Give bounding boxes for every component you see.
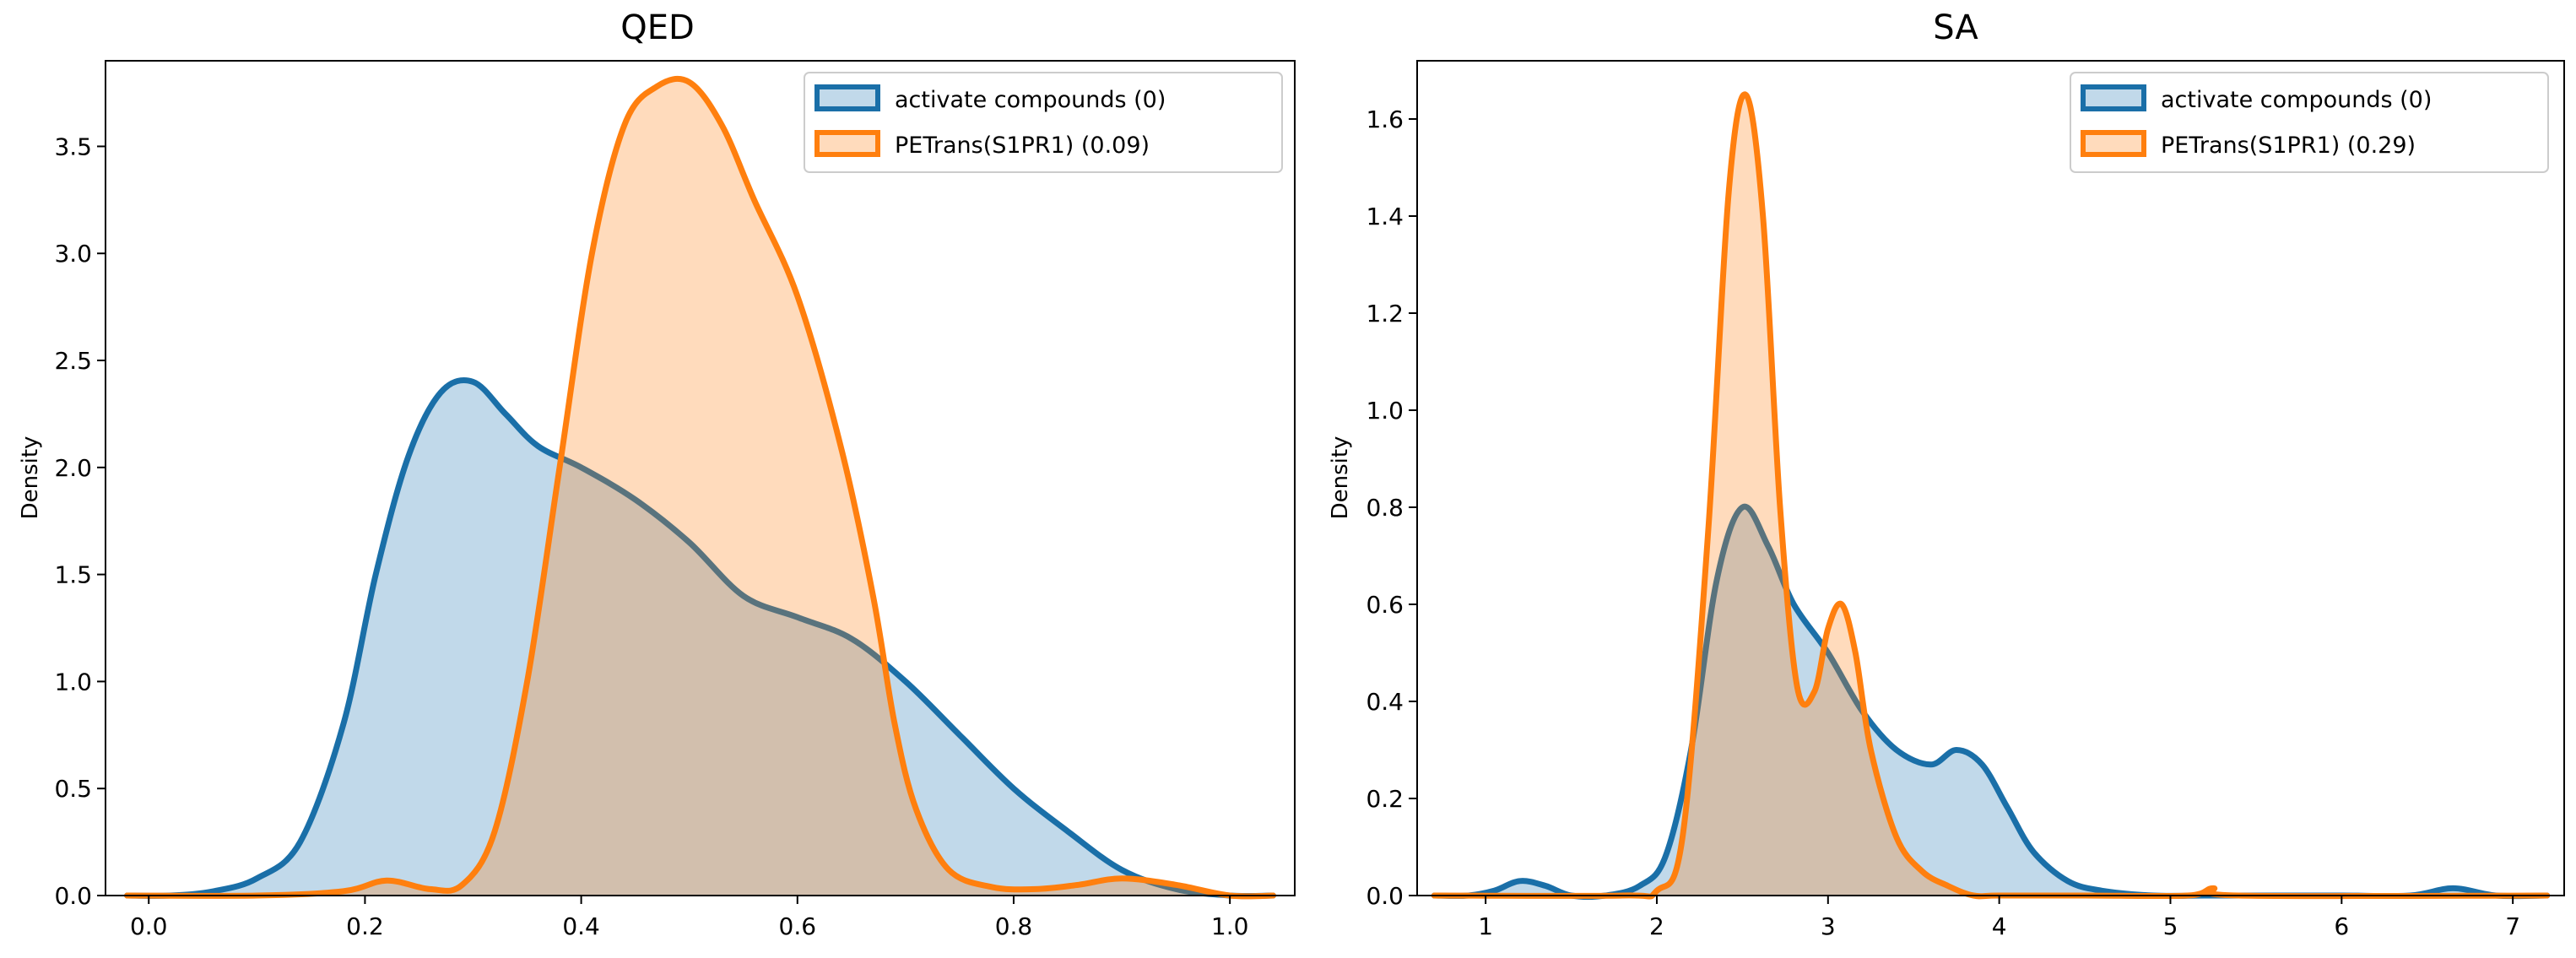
sa-y-tick-label: 1.6 [1366,106,1404,133]
qed-y-tick-label: 2.0 [54,454,92,482]
sa-series-layer [1431,91,2551,900]
sa-legend-label-0: activate compounds (0) [2161,87,2432,113]
qed-y-tick-label: 3.0 [54,240,92,268]
qed-legend-swatch-1 [814,130,880,157]
qed-x-tick-label: 0.4 [562,912,600,940]
sa-x-tick-label: 4 [1992,912,2007,940]
sa-series-1-area [1434,94,2547,897]
qed-x-tick-label: 0.6 [779,912,817,940]
qed-x-axis: 0.0 0.2 0.4 0.6 0.8 1.0 [130,896,1248,940]
qed-legend-label-0: activate compounds (0) [895,87,1166,113]
sa-legend-swatch-0 [2081,84,2146,111]
sa-x-tick-label: 6 [2334,912,2349,940]
qed-y-tick-label: 3.5 [54,133,92,160]
sa-chart-panel: SA 1 2 3 4 5 6 7 0.0 0.2 0.4 0.6 0.8 1.0 1.2 1.4 1.6 D… [1328,8,2565,940]
sa-x-tick-label: 2 [1649,912,1664,940]
qed-legend-box [804,72,1283,173]
sa-y-tick-label: 1.4 [1366,203,1404,230]
sa-series-0-area [1434,506,2547,897]
qed-y-tick-label: 1.5 [54,561,92,589]
sa-x-tick-label: 1 [1478,912,1493,940]
qed-y-tick-label: 0.5 [54,775,92,803]
qed-chart-panel: QED 0.0 0.2 0.4 0.6 0.8 1.0 0.0 0.5 1.0 1.5 2.0 2.… [18,8,1296,940]
sa-y-tick-label: 0.8 [1366,494,1404,522]
sa-x-axis: 1 2 3 4 5 6 7 [1478,896,2520,940]
qed-x-tick-label: 0.8 [995,912,1033,940]
sa-legend: activate compounds (0) PETrans(S1PR1) (0… [2070,72,2549,173]
qed-x-tick-label: 0.0 [130,912,168,940]
sa-y-axis-label: Density [1328,436,1353,520]
qed-series-0-line [124,377,1276,900]
sa-y-tick-label: 0.2 [1366,785,1404,813]
sa-x-tick-label: 5 [2163,912,2178,940]
sa-legend-label-1: PETrans(S1PR1) (0.29) [2161,133,2416,159]
qed-series-1-area [127,78,1274,896]
qed-legend-label-1: PETrans(S1PR1) (0.09) [895,133,1150,159]
sa-y-tick-label: 0.4 [1366,688,1404,716]
sa-y-tick-label: 0.6 [1366,591,1404,619]
qed-legend: activate compounds (0) PETrans(S1PR1) (0… [804,72,1283,173]
sa-plot-frame [1416,60,2565,896]
qed-series-layer [124,75,1276,900]
sa-y-tick-label: 1.2 [1366,300,1404,327]
qed-x-tick-label: 0.2 [346,912,384,940]
qed-y-tick-label: 0.0 [54,882,92,910]
sa-y-tick-label: 0.0 [1366,882,1404,910]
qed-series-1-line [124,75,1276,900]
sa-y-tick-label: 1.0 [1366,397,1404,425]
sa-legend-swatch-1 [2081,130,2146,157]
qed-y-tick-label: 1.0 [54,668,92,695]
sa-y-axis: 0.0 0.2 0.4 0.6 0.8 1.0 1.2 1.4 1.6 [1366,106,1417,910]
qed-chart-title: QED [620,8,695,47]
qed-y-axis: 0.0 0.5 1.0 1.5 2.0 2.5 3.0 3.5 [54,133,106,910]
qed-y-tick-label: 2.5 [54,347,92,375]
qed-x-tick-label: 1.0 [1211,912,1249,940]
qed-y-axis-label: Density [18,436,43,520]
qed-plot-frame [105,60,1296,896]
sa-legend-box [2070,72,2549,173]
sa-chart-title: SA [1933,8,1978,47]
qed-legend-swatch-0 [814,84,880,111]
sa-x-tick-label: 3 [1821,912,1836,940]
sa-x-tick-label: 7 [2505,912,2520,940]
qed-series-0-area [127,380,1274,896]
